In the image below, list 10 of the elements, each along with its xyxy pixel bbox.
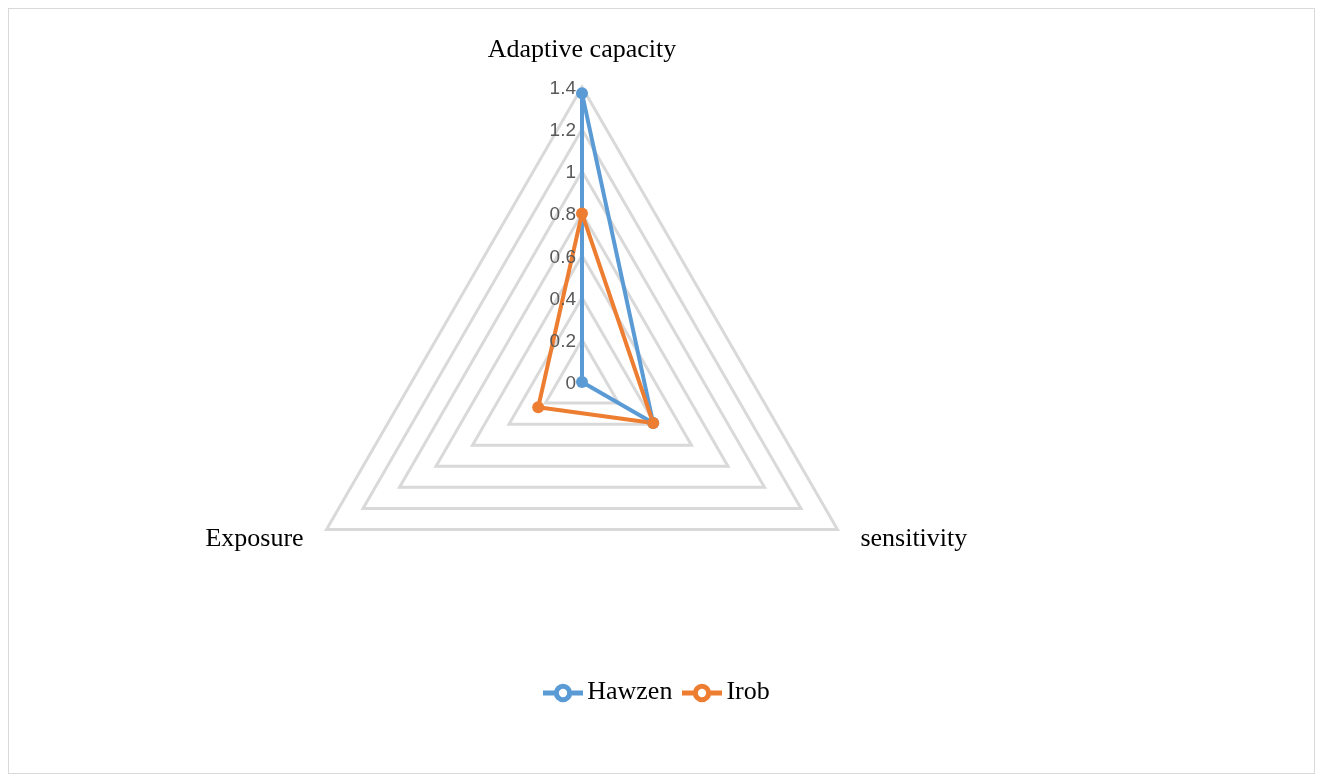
spoke-label: Exposure bbox=[205, 522, 304, 552]
y-tick-label: 0.8 bbox=[549, 203, 576, 225]
spoke-label: sensitivity bbox=[860, 522, 968, 552]
legend-label: Irob bbox=[726, 675, 770, 705]
y-tick-label: 1.4 bbox=[549, 77, 577, 98]
y-tick-label: 0 bbox=[565, 372, 576, 393]
y-tick-label: 1 bbox=[565, 161, 576, 183]
y-tick-label: 1.2 bbox=[549, 119, 576, 141]
legend-label: Hawzen bbox=[587, 675, 673, 705]
spoke-label: Adaptive capacity bbox=[487, 34, 677, 63]
